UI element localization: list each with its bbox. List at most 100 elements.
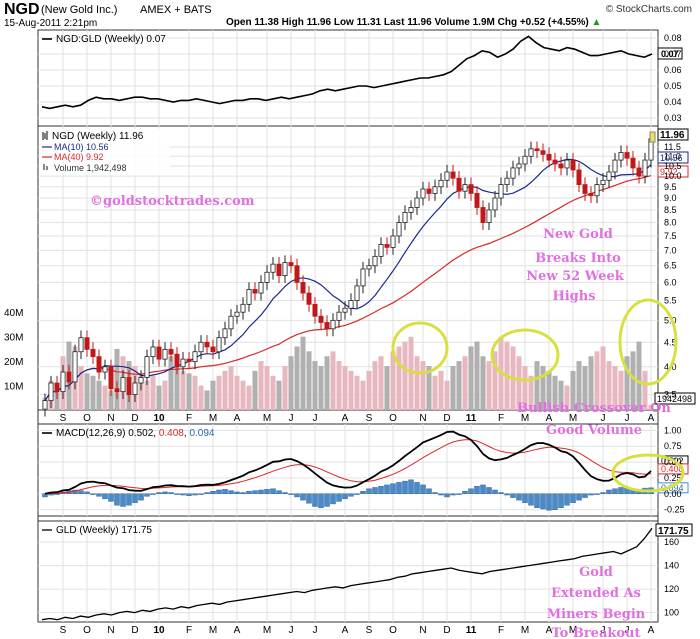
y-tick-label: 10.0 bbox=[664, 171, 682, 181]
candle-body bbox=[624, 152, 630, 159]
histogram-bar bbox=[354, 493, 360, 495]
volume-bar bbox=[96, 380, 102, 410]
candle-body bbox=[522, 155, 528, 165]
histogram-bar bbox=[276, 490, 282, 494]
histogram-bar bbox=[510, 493, 516, 498]
volume-bar bbox=[108, 390, 114, 410]
candle-body bbox=[60, 371, 66, 393]
volume-tick-label: 40M bbox=[4, 308, 23, 319]
candle-body bbox=[186, 358, 192, 363]
volume-bar bbox=[210, 380, 216, 410]
candle-body bbox=[162, 348, 168, 360]
price-legend-bg bbox=[40, 129, 170, 175]
histogram-bar bbox=[168, 492, 174, 494]
volume-bar bbox=[642, 370, 648, 410]
y-tick-label: 140 bbox=[664, 561, 679, 571]
y-tick-label: 0.07 bbox=[664, 49, 682, 59]
candle-body bbox=[216, 337, 222, 353]
candle-body bbox=[498, 184, 504, 199]
quote-values: Open 11.38 High 11.96 Low 11.31 Last 11.… bbox=[226, 17, 589, 28]
volume-bar bbox=[366, 370, 372, 410]
candle-body bbox=[240, 303, 246, 313]
histogram-last-label: 0.094 bbox=[661, 483, 684, 493]
volume-bar bbox=[228, 366, 234, 410]
crossover-annotation-line: Good Volume bbox=[546, 423, 642, 438]
signal-last-box bbox=[657, 463, 689, 475]
x-tick-label: 10 bbox=[153, 413, 165, 424]
candle-body bbox=[66, 371, 72, 383]
price-title: NGD (Weekly) 11.96 bbox=[52, 131, 144, 142]
histogram-bar bbox=[516, 493, 522, 501]
candle-body bbox=[462, 184, 468, 192]
candle-body bbox=[600, 179, 606, 185]
volume-bar bbox=[402, 341, 408, 410]
candle-body bbox=[312, 303, 318, 317]
volume-bar bbox=[348, 370, 354, 410]
y-tick-label: 0.75 bbox=[664, 441, 682, 451]
macd-panel: 0.502 0.408 0.094 bbox=[42, 430, 689, 511]
candle-body bbox=[228, 315, 234, 330]
y-tick-label: 11.0 bbox=[664, 151, 681, 161]
candle-body bbox=[72, 351, 78, 383]
candle-body bbox=[144, 356, 150, 378]
histogram-bar bbox=[486, 487, 492, 494]
x-tick-label: A bbox=[546, 413, 553, 424]
volume-bar bbox=[294, 346, 300, 410]
highlight-circle bbox=[391, 321, 449, 375]
candle-body bbox=[414, 197, 420, 208]
histogram-bar bbox=[150, 493, 156, 495]
x-tick-label: A bbox=[546, 625, 553, 636]
highlight-circle bbox=[611, 453, 685, 493]
quote-summary: Open 11.38 High 11.96 Low 11.31 Last 11.… bbox=[226, 17, 601, 28]
y-tick-label: -0.25 bbox=[664, 505, 685, 515]
candle-body bbox=[558, 163, 564, 169]
histogram-bar bbox=[414, 482, 420, 494]
histogram-bar bbox=[456, 493, 462, 495]
x-tick-label: M bbox=[263, 625, 271, 636]
histogram-bar bbox=[576, 493, 582, 501]
volume-last-label: 1942498 bbox=[657, 394, 692, 404]
y-tick-label: 0.04 bbox=[664, 97, 682, 107]
histogram-bar bbox=[384, 484, 390, 494]
candle-body bbox=[294, 265, 300, 283]
volume-tick-label: 30M bbox=[4, 333, 23, 344]
y-tick-label: 0.08 bbox=[664, 33, 682, 43]
volume-bar bbox=[258, 361, 264, 410]
y-tick-label: 7.0 bbox=[664, 245, 677, 255]
histogram-bar bbox=[558, 493, 564, 508]
candle-body bbox=[336, 311, 342, 321]
volume-bar bbox=[624, 356, 630, 410]
volume-bar bbox=[246, 385, 252, 410]
candle-body bbox=[372, 255, 378, 267]
x-tick-label: A bbox=[234, 413, 241, 424]
volume-bar bbox=[456, 361, 462, 410]
histogram-bar bbox=[174, 493, 180, 495]
histogram-bar bbox=[318, 493, 324, 508]
volume-bar bbox=[462, 356, 468, 410]
candle-body bbox=[354, 285, 360, 301]
candle-body bbox=[210, 346, 216, 353]
candle-body bbox=[138, 377, 144, 384]
signal-value: 0.408 bbox=[159, 428, 184, 439]
volume-tick-label: 20M bbox=[4, 357, 23, 368]
volume-bar bbox=[408, 336, 414, 410]
histogram-bar bbox=[588, 493, 594, 496]
histogram-bar bbox=[330, 493, 336, 505]
candle-body bbox=[126, 377, 132, 395]
y-tick-label: 6.0 bbox=[664, 277, 677, 287]
y-tick-label: 0.03 bbox=[664, 113, 682, 123]
histogram-bar bbox=[144, 493, 150, 497]
breakout-annotation-line: New 52 Week bbox=[526, 269, 625, 284]
histogram-bar bbox=[528, 493, 534, 506]
y-tick-label: 10.5 bbox=[664, 161, 682, 171]
candle-body bbox=[306, 292, 312, 305]
x-tick-label: N bbox=[419, 625, 426, 636]
volume-bar bbox=[426, 366, 432, 410]
histogram-bar bbox=[84, 491, 90, 494]
x-tick-label: S bbox=[366, 413, 373, 424]
y-tick-label: 1.00 bbox=[664, 425, 682, 435]
candle-body bbox=[264, 271, 270, 283]
ticker-symbol: NGD bbox=[4, 1, 40, 18]
histogram-bar bbox=[348, 493, 354, 497]
